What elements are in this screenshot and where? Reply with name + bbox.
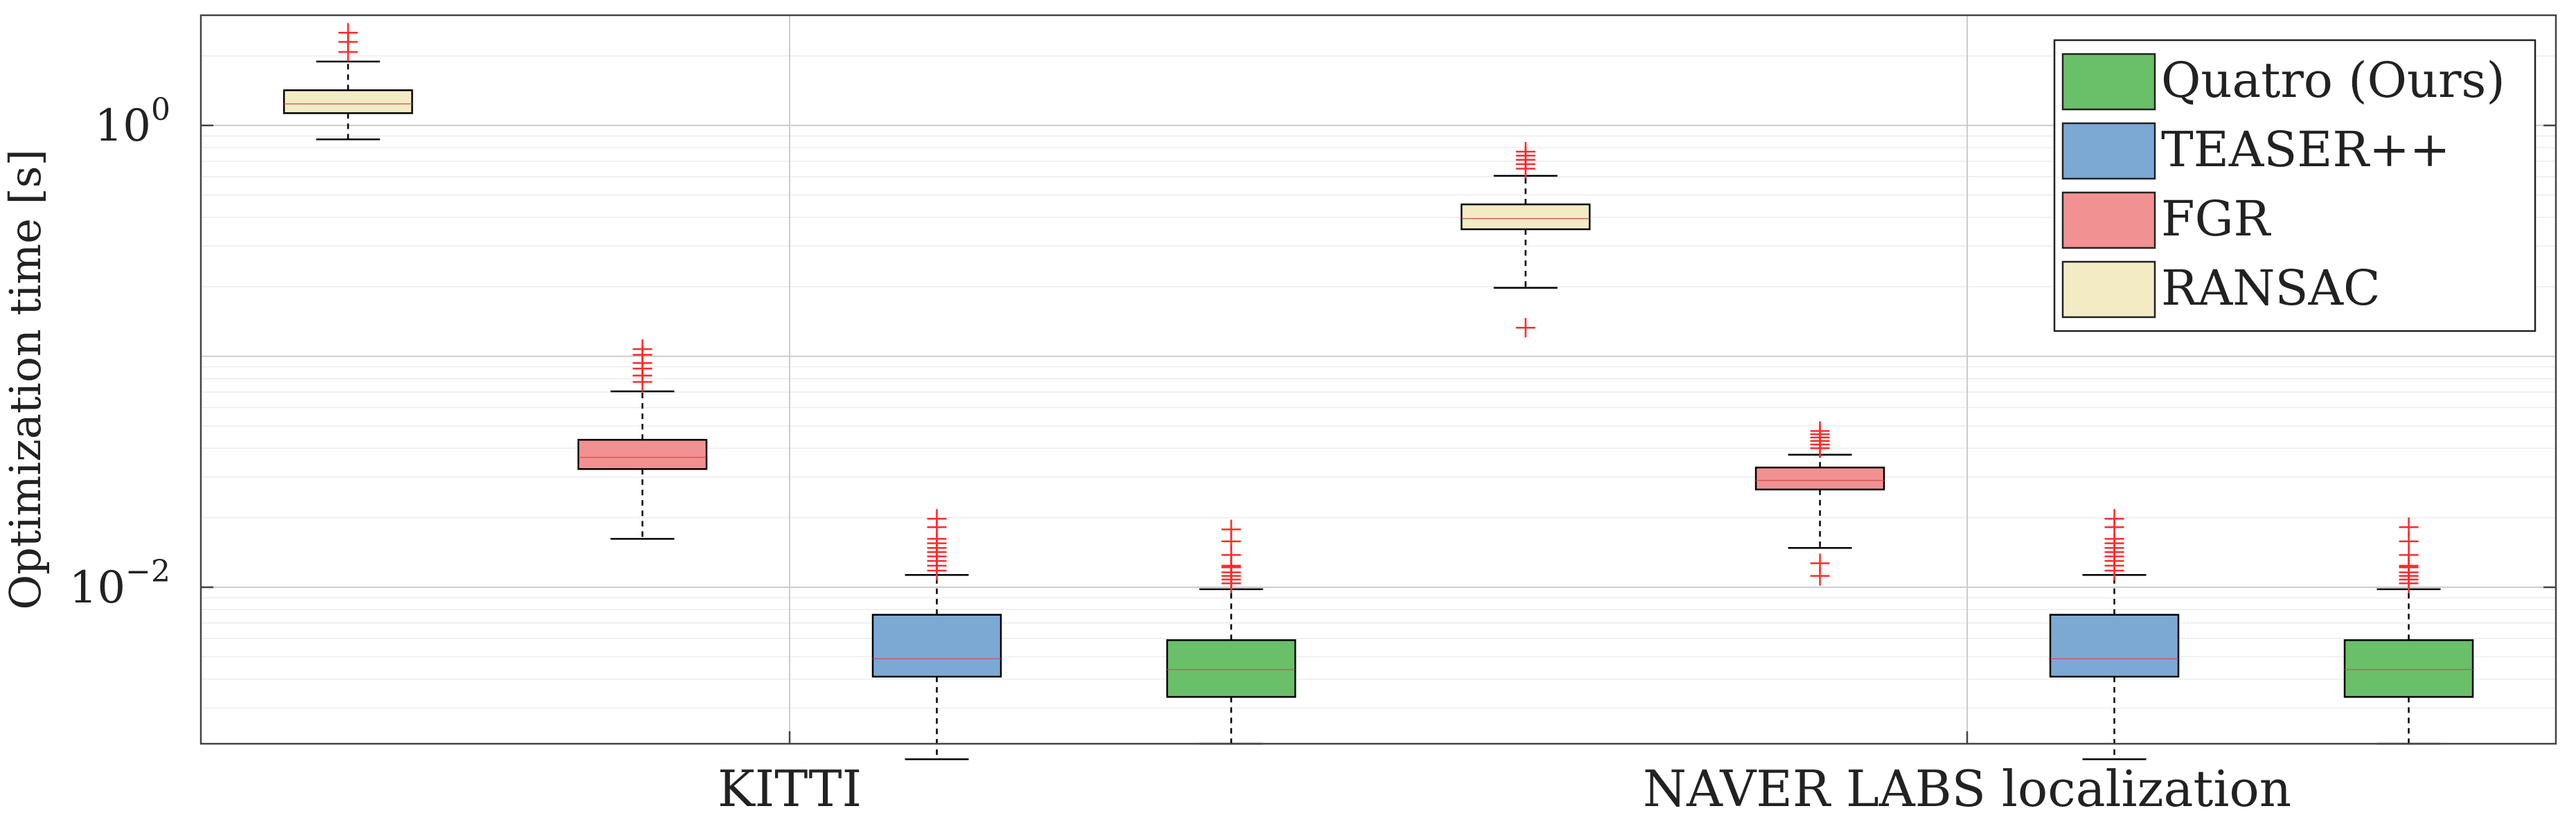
y-tick-base: 10 bbox=[95, 100, 151, 152]
box-teaser--0 bbox=[871, 509, 1002, 760]
legend-label: TEASER++ bbox=[2161, 121, 2450, 178]
box-ransac-0 bbox=[283, 23, 414, 141]
plot-frame bbox=[199, 14, 2557, 745]
legend-label: FGR bbox=[2161, 190, 2271, 247]
iqr-box bbox=[1166, 639, 1297, 698]
outlier-marker bbox=[2104, 509, 2124, 529]
legend-label: RANSAC bbox=[2161, 260, 2381, 316]
legend-swatch bbox=[2061, 122, 2156, 180]
y-tick-base: 10 bbox=[69, 562, 125, 614]
outlier-marker bbox=[1516, 141, 1536, 161]
legend: Quatro (Ours) TEASER++ FGR RANSAC bbox=[2053, 39, 2537, 332]
box-quatro-ours--1 bbox=[2343, 517, 2474, 745]
iqr-box bbox=[2343, 639, 2474, 698]
legend-swatch bbox=[2061, 191, 2156, 249]
x-tick-label: NAVER LABS localization bbox=[1643, 760, 2291, 818]
iqr-box bbox=[283, 89, 414, 114]
x-tick-label: KITTI bbox=[718, 760, 862, 818]
y-tick-exponent: 0 bbox=[151, 92, 170, 127]
iqr-box bbox=[577, 438, 708, 470]
box-fgr-0 bbox=[577, 339, 708, 540]
outlier-marker bbox=[632, 339, 652, 359]
box-quatro-ours--0 bbox=[1166, 519, 1297, 745]
box-teaser--1 bbox=[2049, 509, 2180, 760]
y-tick-label: 10−2 bbox=[69, 554, 170, 614]
iqr-box bbox=[871, 614, 1002, 678]
y-axis-label: Optimization time [s] bbox=[0, 149, 51, 609]
outlier-marker bbox=[927, 509, 947, 529]
iqr-box bbox=[2049, 614, 2180, 678]
box-fgr-1 bbox=[1755, 421, 1885, 586]
outlier-marker bbox=[1810, 421, 1830, 441]
outlier-marker bbox=[1221, 519, 1241, 539]
box-ransac-1 bbox=[1460, 141, 1591, 338]
y-tick-label: 100 bbox=[95, 92, 170, 152]
plot-marks bbox=[283, 23, 2474, 760]
legend-swatch bbox=[2061, 260, 2156, 319]
legend-label: Quatro (Ours) bbox=[2161, 52, 2505, 109]
iqr-box bbox=[1460, 203, 1591, 231]
iqr-box bbox=[1755, 466, 1885, 491]
outlier-marker bbox=[1810, 553, 1830, 573]
outlier-marker bbox=[1516, 318, 1536, 338]
y-tick-exponent: −2 bbox=[125, 554, 170, 589]
outlier-marker bbox=[2399, 517, 2419, 537]
outlier-marker bbox=[338, 23, 358, 43]
legend-swatch bbox=[2061, 53, 2156, 111]
